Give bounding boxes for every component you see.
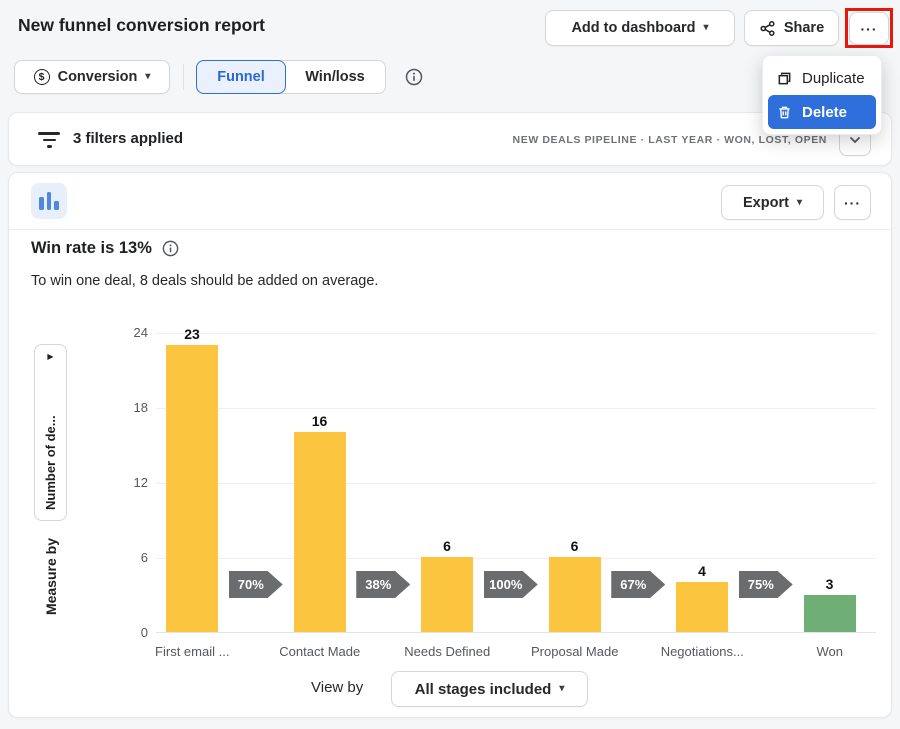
- info-icon[interactable]: [404, 67, 424, 87]
- bar-value-label: 23: [184, 325, 200, 342]
- chevron-down-icon: ▾: [559, 683, 565, 694]
- gridline: [156, 333, 876, 334]
- menu-item-duplicate-label: Duplicate: [802, 69, 865, 87]
- measure-by-label: Measure by: [42, 538, 59, 616]
- duplicate-icon: [778, 72, 791, 84]
- filter-bar: 3 filters applied NEW DEALS PIPELINE · L…: [8, 112, 892, 166]
- metric-selector-button[interactable]: $ Conversion ▾: [14, 60, 170, 94]
- y-axis-tick-label: 18: [133, 400, 148, 415]
- funnel-bar[interactable]: [293, 432, 346, 632]
- share-icon: [759, 20, 776, 37]
- bar-value-label: 6: [443, 538, 451, 554]
- tab-win-loss-label: Win/loss: [305, 69, 365, 85]
- tab-win-loss[interactable]: Win/loss: [285, 61, 385, 93]
- conversion-rate-badge: 67%: [611, 571, 666, 598]
- conversion-rate-badge: 100%: [483, 571, 538, 598]
- chart-title: Win rate is 13%: [31, 239, 152, 257]
- report-card: Export ▾ ··· Win rate is 13% To win one …: [8, 172, 892, 718]
- bar-value-label: 6: [570, 538, 579, 554]
- filter-summary-text: NEW DEALS PIPELINE · LAST YEAR · WON, LO…: [512, 134, 827, 146]
- plot-area: 0 6 12 18 24 23 First email ... 16 Contact Made 6…: [134, 325, 876, 659]
- add-to-dashboard-label: Add to dashboard: [571, 20, 696, 36]
- menu-item-delete-label: Delete: [802, 103, 848, 121]
- export-button[interactable]: Export ▾: [721, 185, 824, 220]
- ellipsis-icon: ···: [860, 20, 878, 37]
- divider: [9, 229, 891, 230]
- x-axis-category-label: Proposal Made: [531, 644, 619, 659]
- bar-value-label: 4: [698, 563, 706, 579]
- measure-panel-toggle-button[interactable]: ▶ Number of de...: [34, 344, 67, 521]
- chart-type-button[interactable]: [31, 183, 67, 219]
- chevron-down-icon: ▾: [796, 196, 802, 208]
- more-options-button[interactable]: ···: [849, 12, 889, 45]
- dollar-circle-icon: $: [33, 69, 50, 85]
- filter-icon: [37, 132, 61, 152]
- y-axis-tick-label: 12: [133, 475, 148, 490]
- funnel-bar[interactable]: [421, 557, 473, 632]
- funnel-bar[interactable]: [676, 582, 728, 632]
- funnel-bar[interactable]: [548, 557, 601, 632]
- view-by-value: All stages included: [414, 680, 552, 698]
- x-axis-category-label: Won: [816, 644, 844, 659]
- view-tabs: Funnel Win/loss: [196, 60, 386, 94]
- bar-chart-icon: [39, 192, 59, 210]
- add-to-dashboard-button[interactable]: Add to dashboard ▾: [545, 10, 735, 46]
- gridline: [156, 483, 876, 484]
- page-title: New funnel conversion report: [18, 15, 265, 35]
- gridline: [156, 558, 876, 559]
- tab-funnel-label: Funnel: [217, 69, 265, 85]
- chart-more-options-button[interactable]: ···: [834, 185, 871, 220]
- x-axis-category-label: Needs Defined: [404, 644, 491, 659]
- view-by-label: View by: [311, 679, 364, 696]
- y-axis-tick-label: 6: [140, 550, 148, 565]
- x-axis-line: [156, 632, 876, 633]
- info-icon[interactable]: [161, 239, 180, 258]
- bar-value-label: 16: [311, 413, 328, 429]
- expand-triangle-icon: ▶: [47, 352, 54, 361]
- bar-value-label: 3: [825, 575, 834, 592]
- measure-button-label: Number of de...: [43, 415, 58, 510]
- chart-subtitle: To win one deal, 8 deals should be added…: [31, 273, 379, 289]
- x-axis-category-label: Negotiations...: [660, 644, 744, 659]
- menu-item-delete[interactable]: Delete: [768, 95, 876, 129]
- filters-applied-label[interactable]: 3 filters applied: [73, 130, 184, 147]
- y-axis-tick-label: 0: [140, 625, 148, 640]
- conversion-rate-badge: 70%: [228, 571, 283, 598]
- share-label: Share: [783, 20, 825, 36]
- gridline: [156, 408, 876, 409]
- conversion-rate-badge: 38%: [356, 571, 411, 598]
- chevron-down-icon: ▾: [145, 71, 151, 82]
- metric-label: Conversion: [57, 69, 138, 85]
- funnel-bar[interactable]: [166, 344, 218, 632]
- trash-icon: [779, 106, 790, 118]
- share-button[interactable]: Share: [744, 10, 839, 46]
- chevron-down-icon: [849, 136, 861, 144]
- x-axis-category-label: Contact Made: [279, 644, 361, 659]
- funnel-bar[interactable]: [803, 594, 856, 632]
- export-label: Export: [743, 194, 789, 211]
- tab-funnel[interactable]: Funnel: [196, 60, 286, 94]
- menu-item-duplicate[interactable]: Duplicate: [768, 61, 876, 95]
- ellipsis-icon: ···: [844, 194, 861, 211]
- view-by-dropdown[interactable]: All stages included ▾: [391, 671, 588, 707]
- y-axis-tick-label: 24: [133, 325, 148, 340]
- x-axis-category-label: First email ...: [155, 644, 230, 659]
- conversion-rate-badge: 75%: [738, 571, 793, 598]
- divider: [183, 64, 184, 90]
- chevron-down-icon: ▾: [703, 22, 709, 33]
- context-menu: Duplicate Delete: [762, 55, 882, 135]
